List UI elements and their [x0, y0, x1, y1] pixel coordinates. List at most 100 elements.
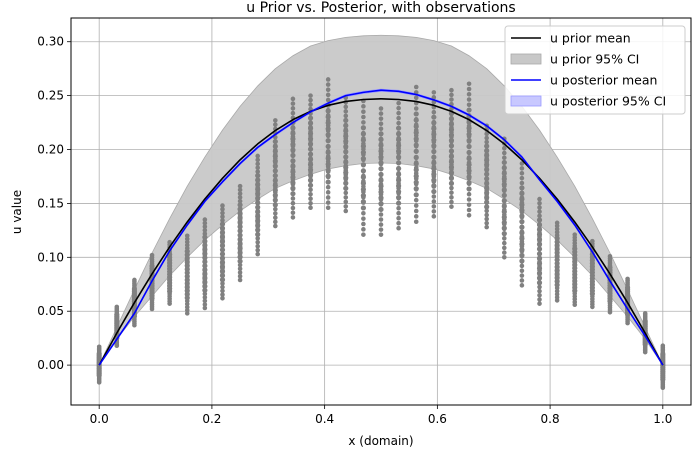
observation-point	[290, 200, 296, 206]
observation-point	[536, 265, 543, 271]
observation-point	[466, 186, 472, 192]
observation-point	[536, 241, 543, 247]
observation-point	[307, 156, 314, 163]
observation-point	[361, 114, 366, 120]
observation-point	[237, 254, 243, 260]
observation-point	[502, 245, 507, 251]
observation-point	[184, 284, 190, 290]
observation-point	[449, 204, 454, 209]
observation-point	[255, 218, 261, 224]
observation-point	[307, 162, 314, 168]
x-tick-label: 0.6	[428, 412, 447, 426]
x-tick-label: 0.2	[202, 412, 221, 426]
observation-point	[184, 259, 190, 265]
observation-point	[202, 305, 208, 311]
observation-point	[466, 81, 472, 87]
observation-point	[308, 93, 313, 98]
observation-point	[448, 121, 455, 127]
observation-point	[272, 143, 278, 150]
observation-point	[396, 105, 401, 111]
observation-point	[537, 196, 542, 202]
observation-point	[466, 131, 472, 137]
observation-point	[484, 180, 490, 187]
observation-point	[502, 250, 507, 255]
observation-point	[396, 210, 401, 216]
observation-point	[290, 163, 296, 169]
observation-point	[519, 283, 525, 288]
observation-point	[431, 160, 437, 166]
observation-point	[184, 248, 190, 254]
observation-point	[519, 196, 525, 202]
observation-point	[396, 200, 402, 206]
observation-point	[237, 262, 243, 268]
observation-point	[273, 118, 278, 123]
observation-point	[554, 235, 560, 241]
y-tick-label: 0.15	[37, 196, 64, 210]
observation-point	[290, 101, 296, 106]
observation-point	[343, 117, 349, 124]
observation-point	[290, 110, 296, 116]
observation-point	[448, 143, 455, 149]
observation-point	[519, 273, 525, 278]
observation-point	[607, 264, 613, 271]
observation-point	[290, 141, 296, 148]
observation-point	[413, 130, 419, 136]
observation-point	[237, 215, 243, 221]
observation-point	[220, 214, 225, 219]
observation-point	[484, 171, 490, 177]
observation-point	[413, 84, 419, 90]
observation-point	[325, 143, 331, 150]
observation-point	[290, 210, 296, 215]
observation-point	[624, 285, 631, 291]
observation-point	[466, 137, 472, 144]
observation-point	[220, 210, 225, 216]
observation-point	[378, 177, 384, 183]
observation-point	[396, 205, 401, 211]
observation-point	[378, 171, 384, 178]
observation-point	[219, 221, 226, 227]
observation-point	[290, 196, 296, 201]
observation-point	[343, 190, 349, 196]
observation-point	[202, 220, 208, 226]
observation-point	[378, 111, 384, 116]
observation-point	[184, 295, 190, 301]
observation-point	[378, 222, 384, 227]
observation-point	[237, 249, 243, 256]
observation-point	[114, 304, 120, 310]
observation-point	[519, 213, 525, 219]
observation-point	[360, 162, 366, 168]
observation-point	[378, 148, 384, 154]
observation-point	[431, 177, 437, 183]
observation-point	[413, 197, 419, 203]
observation-point	[537, 297, 542, 302]
observation-point	[255, 236, 260, 241]
observation-point	[378, 154, 384, 160]
x-tick-label: 1.0	[653, 412, 672, 426]
observation-point	[237, 228, 243, 234]
observation-point	[290, 147, 296, 153]
observation-point	[308, 187, 313, 193]
observation-point	[325, 200, 331, 205]
observation-point	[307, 167, 314, 173]
observation-point	[501, 225, 507, 231]
observation-point	[484, 131, 489, 137]
observation-point	[307, 172, 314, 178]
posterior-mean-line	[98, 89, 664, 366]
observation-point	[448, 132, 455, 138]
observation-point	[501, 176, 507, 182]
observation-point	[237, 187, 243, 193]
observation-point	[220, 206, 225, 212]
observation-point	[448, 116, 455, 122]
observation-point	[202, 295, 208, 300]
legend-label: u posterior mean	[550, 73, 657, 88]
observation-point	[396, 125, 402, 131]
observation-point	[325, 149, 331, 156]
observation-point	[519, 258, 525, 264]
observation-point	[273, 219, 278, 225]
y-tick-label: 0.30	[37, 35, 64, 49]
observation-point	[378, 183, 384, 189]
observation-point	[96, 351, 102, 357]
observation-point	[307, 182, 314, 188]
observation-point	[431, 143, 437, 149]
observation-point	[202, 275, 208, 281]
